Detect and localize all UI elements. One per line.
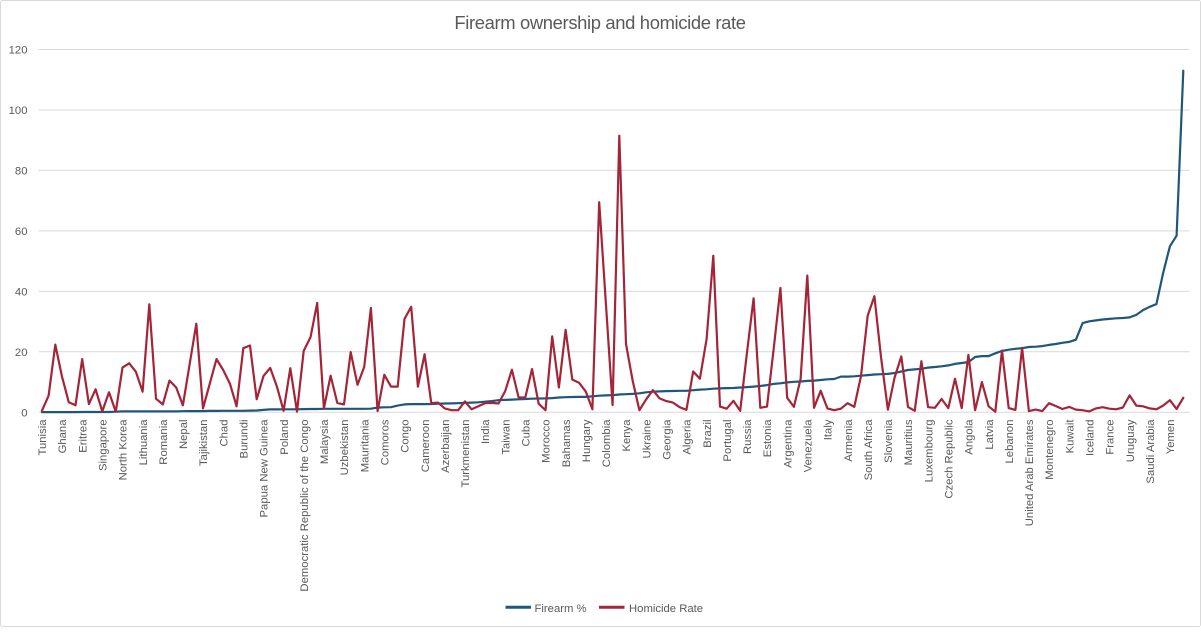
svg-text:Slovenia: Slovenia: [883, 419, 895, 463]
svg-text:Georgia: Georgia: [662, 419, 674, 460]
svg-text:100: 100: [9, 105, 28, 117]
svg-text:Colombia: Colombia: [601, 419, 613, 467]
svg-text:Mauritius: Mauritius: [903, 419, 915, 465]
svg-text:Lebanon: Lebanon: [1004, 420, 1016, 464]
svg-text:Algeria: Algeria: [682, 419, 694, 455]
svg-text:Comoros: Comoros: [380, 419, 392, 465]
svg-text:Saudi Arabia: Saudi Arabia: [1145, 419, 1157, 484]
svg-text:Homicide Rate: Homicide Rate: [629, 603, 703, 615]
svg-text:Tunisia: Tunisia: [37, 419, 49, 456]
svg-text:Chad: Chad: [218, 420, 230, 447]
svg-text:United Arab Emirates: United Arab Emirates: [1024, 419, 1036, 526]
svg-text:Luxembourg: Luxembourg: [923, 420, 935, 483]
svg-text:Bahamas: Bahamas: [561, 419, 573, 467]
svg-text:0: 0: [21, 407, 27, 419]
svg-text:Estonia: Estonia: [762, 419, 774, 457]
svg-text:Portugal: Portugal: [722, 420, 734, 462]
svg-text:Malaysia: Malaysia: [319, 419, 331, 464]
svg-text:Cuba: Cuba: [521, 419, 533, 447]
svg-text:Ukraine: Ukraine: [641, 420, 653, 459]
svg-text:40: 40: [15, 286, 28, 298]
svg-text:80: 80: [15, 165, 28, 177]
svg-text:Kuwait: Kuwait: [1064, 419, 1076, 454]
svg-text:Uzbekistan: Uzbekistan: [339, 420, 351, 476]
svg-text:Iceland: Iceland: [1085, 420, 1097, 456]
svg-text:Taiwan: Taiwan: [500, 420, 512, 455]
svg-text:Czech Republic: Czech Republic: [944, 419, 956, 498]
svg-text:Latvia: Latvia: [984, 419, 996, 450]
svg-text:India: India: [480, 419, 492, 444]
svg-text:Democratic Republic of the Con: Democratic Republic of the Congo: [299, 420, 311, 592]
svg-text:120: 120: [9, 45, 28, 57]
svg-text:North Korea: North Korea: [118, 419, 130, 481]
svg-text:Cameroon: Cameroon: [420, 420, 432, 473]
svg-text:Ghana: Ghana: [57, 419, 69, 454]
svg-text:Montenegro: Montenegro: [1044, 420, 1056, 480]
svg-text:Morocco: Morocco: [541, 420, 553, 463]
svg-text:Armenia: Armenia: [843, 419, 855, 462]
svg-text:Burundi: Burundi: [239, 420, 251, 459]
svg-text:Romania: Romania: [158, 419, 170, 465]
svg-text:Firearm %: Firearm %: [535, 603, 587, 615]
svg-text:Venezuela: Venezuela: [803, 419, 815, 472]
svg-text:Singapore: Singapore: [98, 420, 110, 472]
svg-text:Poland: Poland: [279, 420, 291, 455]
svg-text:Tajikistan: Tajikistan: [198, 420, 210, 466]
svg-text:Firearm ownership and homicide: Firearm ownership and homicide rate: [454, 12, 745, 33]
svg-text:Russia: Russia: [742, 419, 754, 454]
svg-text:20: 20: [15, 347, 28, 359]
svg-text:France: France: [1105, 420, 1117, 455]
svg-text:Italy: Italy: [823, 419, 835, 440]
svg-text:Papua New Guinea: Papua New Guinea: [259, 419, 271, 518]
svg-text:Angola: Angola: [964, 419, 976, 455]
svg-text:Azerbaijan: Azerbaijan: [440, 420, 452, 473]
svg-text:Hungary: Hungary: [581, 419, 593, 462]
svg-text:Kenya: Kenya: [621, 419, 633, 452]
svg-text:Argentina: Argentina: [782, 419, 794, 468]
svg-text:Mauritania: Mauritania: [359, 419, 371, 472]
svg-text:Yemen: Yemen: [1165, 420, 1177, 455]
svg-text:Uruguay: Uruguay: [1125, 419, 1137, 462]
svg-text:60: 60: [15, 226, 28, 238]
svg-text:Congo: Congo: [400, 420, 412, 453]
svg-text:South Africa: South Africa: [863, 419, 875, 481]
svg-text:Turkmenistan: Turkmenistan: [460, 420, 472, 488]
svg-text:Eritrea: Eritrea: [77, 419, 89, 453]
svg-text:Nepal: Nepal: [178, 420, 190, 450]
svg-text:Lithuania: Lithuania: [138, 419, 150, 466]
svg-text:Brazil: Brazil: [702, 420, 714, 448]
